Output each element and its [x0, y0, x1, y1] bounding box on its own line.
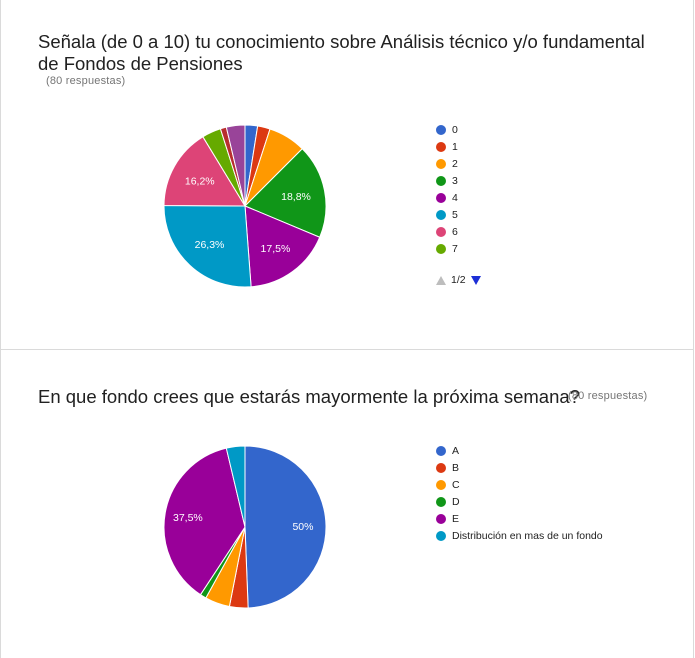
- legend-label: 2: [452, 158, 458, 170]
- response-count: (80 respuestas): [568, 390, 648, 402]
- legend-label: A: [452, 445, 460, 457]
- legend-swatch: [436, 531, 446, 541]
- legend-label: 3: [452, 175, 458, 187]
- chart-title: Señala (de 0 a 10) tu conocimiento sobre…: [38, 31, 645, 74]
- legend-label: 4: [452, 192, 458, 204]
- pager-up-icon[interactable]: [436, 276, 446, 285]
- pie-slice-5[interactable]: [163, 204, 252, 288]
- data-label: 50%: [292, 521, 313, 533]
- legend-swatch: [436, 142, 446, 152]
- legend-swatch: [436, 446, 446, 456]
- pager-page-number: 1/2: [451, 274, 466, 286]
- legend-label: 0: [452, 124, 458, 136]
- legend-swatch: [436, 125, 446, 135]
- legend-label: 1: [452, 141, 458, 153]
- legend-swatch: [436, 497, 446, 507]
- legend-label: 7: [452, 243, 458, 255]
- pie-slice-e[interactable]: [163, 447, 246, 596]
- pie-slice-9[interactable]: [225, 124, 246, 207]
- legend-label: 6: [452, 226, 458, 238]
- legend-swatch: [436, 159, 446, 169]
- question-card-2: [0, 350, 694, 658]
- pie-slice-4[interactable]: [244, 205, 321, 288]
- legend-swatch: [436, 227, 446, 237]
- legend-label: B: [452, 462, 460, 474]
- legend-swatch: [436, 244, 446, 254]
- legend-label: 5: [452, 209, 458, 221]
- legend-swatch: [436, 480, 446, 490]
- data-label: 26,3%: [195, 239, 225, 251]
- legend-swatch: [436, 176, 446, 186]
- legend-label: C: [452, 479, 460, 491]
- data-label: 18,8%: [281, 191, 311, 203]
- legend-label: E: [452, 513, 460, 525]
- question-card-1: [0, 0, 694, 350]
- legend-label: Distribución en mas de un fondo: [452, 530, 603, 542]
- response-count: (80 respuestas): [46, 75, 126, 87]
- chart-title: En que fondo crees que estarás mayorment…: [38, 386, 580, 407]
- pager-down-icon[interactable]: [471, 276, 481, 285]
- data-label: 16,2%: [185, 175, 215, 187]
- pie-chart-knowledge: 18,8% 17,5% 26,3% 16,2%: [163, 124, 327, 288]
- data-label: 37,5%: [173, 512, 203, 524]
- legend-swatch: [436, 210, 446, 220]
- legend-swatch: [436, 463, 446, 473]
- pie-slice-a[interactable]: [244, 445, 327, 609]
- legend-swatch: [436, 193, 446, 203]
- legend-label: D: [452, 496, 460, 508]
- pie-slice-6[interactable]: [163, 136, 246, 207]
- pie-slice-distribuci-n-en-mas-de-un-fondo[interactable]: [225, 445, 246, 528]
- pie-slice-3[interactable]: [244, 148, 327, 238]
- data-label: 17,5%: [261, 243, 291, 255]
- legend-swatch: [436, 514, 446, 524]
